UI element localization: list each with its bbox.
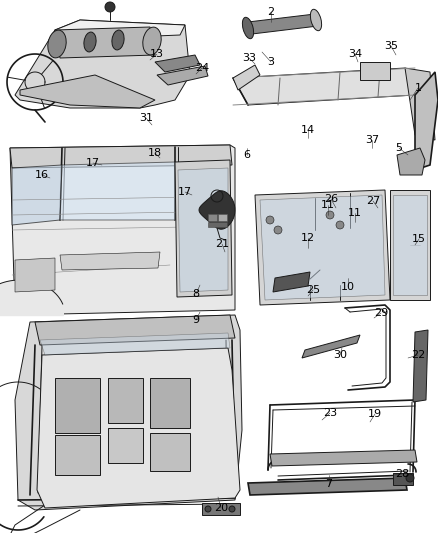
Ellipse shape <box>84 32 96 52</box>
Polygon shape <box>405 68 435 140</box>
Bar <box>393 473 413 485</box>
Circle shape <box>266 216 274 224</box>
Bar <box>218 214 227 221</box>
Bar <box>55 435 100 475</box>
Polygon shape <box>60 162 175 220</box>
Text: 33: 33 <box>242 53 256 63</box>
Text: 17: 17 <box>178 187 192 197</box>
Text: 16: 16 <box>35 170 49 180</box>
Polygon shape <box>273 272 310 292</box>
Text: 17: 17 <box>86 158 100 168</box>
Polygon shape <box>175 160 232 297</box>
Text: 18: 18 <box>148 148 162 158</box>
Text: 13: 13 <box>150 49 164 59</box>
Text: 10: 10 <box>341 282 355 292</box>
Text: 28: 28 <box>395 469 409 479</box>
Ellipse shape <box>112 30 124 50</box>
Polygon shape <box>233 68 415 105</box>
Ellipse shape <box>143 27 161 55</box>
Polygon shape <box>20 75 155 108</box>
Text: 27: 27 <box>366 196 380 206</box>
Text: 7: 7 <box>325 479 332 489</box>
Polygon shape <box>37 348 240 508</box>
Text: 3: 3 <box>268 57 275 67</box>
Text: 20: 20 <box>214 503 228 513</box>
Text: 31: 31 <box>139 113 153 123</box>
Polygon shape <box>393 195 427 295</box>
Polygon shape <box>270 450 417 466</box>
Text: 1: 1 <box>414 83 421 93</box>
Text: 5: 5 <box>396 143 403 153</box>
Polygon shape <box>248 14 318 34</box>
Polygon shape <box>12 165 62 225</box>
Ellipse shape <box>48 30 66 58</box>
Circle shape <box>229 506 235 512</box>
Bar <box>108 428 143 463</box>
Polygon shape <box>233 65 260 90</box>
Text: 6: 6 <box>244 150 251 160</box>
Polygon shape <box>413 330 428 402</box>
Polygon shape <box>255 190 390 305</box>
Bar <box>108 378 143 423</box>
Text: 2: 2 <box>268 7 275 17</box>
Text: 11: 11 <box>321 200 335 210</box>
Bar <box>55 378 100 433</box>
Polygon shape <box>55 20 185 40</box>
Polygon shape <box>157 66 208 85</box>
Polygon shape <box>40 333 230 355</box>
Circle shape <box>336 221 344 229</box>
Circle shape <box>406 474 414 482</box>
Bar <box>150 433 190 471</box>
Text: 21: 21 <box>215 239 229 249</box>
Text: 11: 11 <box>348 208 362 218</box>
Circle shape <box>274 226 282 234</box>
Text: 15: 15 <box>412 234 426 244</box>
Polygon shape <box>178 168 228 292</box>
Polygon shape <box>60 252 160 270</box>
Bar <box>208 214 217 221</box>
Text: 19: 19 <box>368 409 382 419</box>
Bar <box>208 222 227 227</box>
Circle shape <box>326 211 334 219</box>
Text: 8: 8 <box>192 289 200 299</box>
Bar <box>360 62 390 80</box>
Polygon shape <box>15 20 190 108</box>
Text: 37: 37 <box>365 135 379 145</box>
Polygon shape <box>155 55 200 72</box>
Text: 30: 30 <box>333 350 347 360</box>
Polygon shape <box>15 258 55 292</box>
Ellipse shape <box>242 17 254 39</box>
Text: 23: 23 <box>323 408 337 418</box>
Text: 26: 26 <box>324 194 338 204</box>
Bar <box>202 503 240 515</box>
Ellipse shape <box>311 9 321 31</box>
Text: 14: 14 <box>301 125 315 135</box>
Text: 34: 34 <box>348 49 362 59</box>
Polygon shape <box>35 315 235 345</box>
Text: 22: 22 <box>411 350 425 360</box>
Polygon shape <box>248 478 407 495</box>
Text: 24: 24 <box>195 63 209 73</box>
Polygon shape <box>55 27 155 58</box>
Circle shape <box>205 506 211 512</box>
Text: 29: 29 <box>374 308 388 318</box>
Polygon shape <box>199 191 235 229</box>
Text: 9: 9 <box>192 315 200 325</box>
Polygon shape <box>302 335 360 358</box>
Text: 35: 35 <box>384 41 398 51</box>
Text: 12: 12 <box>301 233 315 243</box>
Bar <box>150 378 190 428</box>
Polygon shape <box>15 315 242 510</box>
Text: 25: 25 <box>306 285 320 295</box>
Polygon shape <box>260 195 385 300</box>
Circle shape <box>105 2 115 12</box>
Polygon shape <box>397 148 425 175</box>
Polygon shape <box>10 145 232 168</box>
Polygon shape <box>10 145 235 315</box>
Polygon shape <box>415 72 438 170</box>
Polygon shape <box>390 190 430 300</box>
